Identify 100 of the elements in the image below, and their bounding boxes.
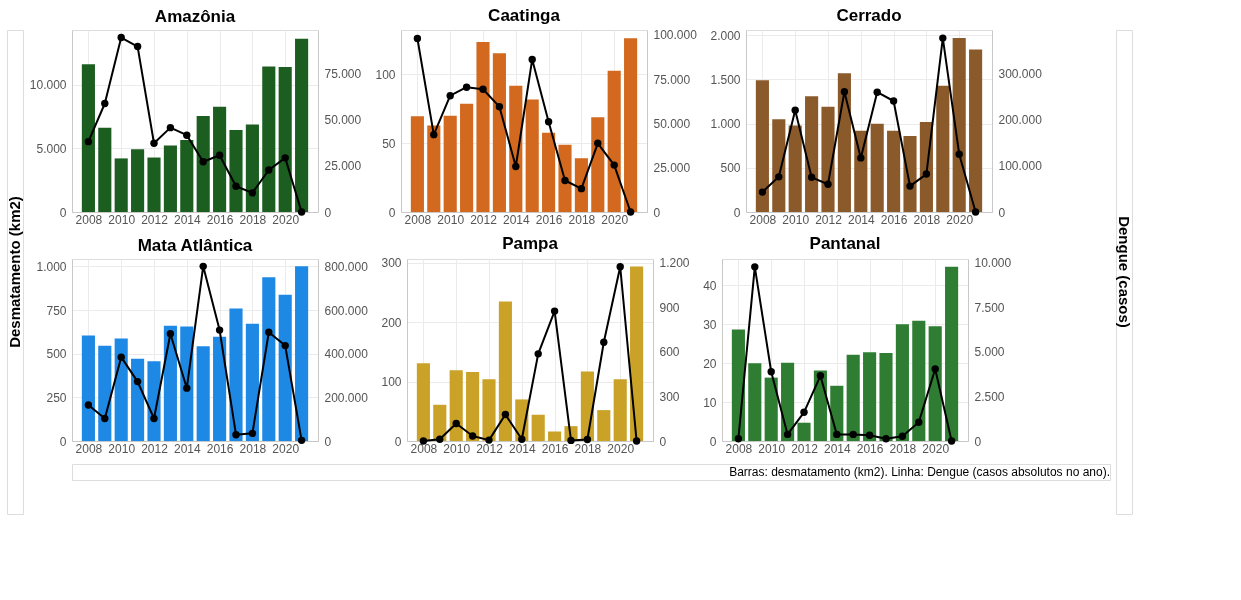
point — [849, 430, 857, 439]
bar — [81, 335, 95, 441]
point — [922, 170, 931, 178]
bar — [498, 301, 512, 441]
y-tick-label: 50 — [382, 136, 396, 151]
y-tick-label: 250 — [46, 390, 67, 405]
x-tick-label: 2018 — [574, 441, 602, 456]
x-tick-label: 2020 — [601, 212, 629, 227]
point — [824, 180, 832, 188]
bar — [213, 106, 227, 212]
bar — [229, 308, 243, 441]
x-tick-label: 2020 — [272, 212, 300, 227]
point — [610, 161, 618, 169]
bar — [797, 422, 811, 441]
point — [751, 263, 759, 271]
bar — [936, 85, 950, 212]
point — [882, 434, 890, 443]
y2-tick-label: 600 — [659, 345, 680, 360]
x-tick-label: 2020 — [946, 212, 974, 227]
bar — [887, 130, 901, 212]
y2-tick-label: 0 — [324, 205, 332, 220]
y-tick-label: 40 — [703, 278, 717, 293]
point — [632, 437, 641, 445]
point — [84, 401, 93, 409]
bar — [928, 326, 942, 441]
point — [436, 435, 444, 443]
y-tick-label: 2.000 — [710, 28, 741, 43]
x-tick-label: 2014 — [847, 212, 875, 227]
bar — [624, 38, 638, 212]
y2-axis-title: Dengue (casos) — [1116, 216, 1133, 328]
bar — [163, 145, 177, 212]
point — [518, 435, 526, 443]
y-tick-label: 20 — [703, 356, 717, 371]
point — [199, 262, 207, 271]
bar — [837, 73, 851, 212]
bar — [912, 320, 926, 441]
y-tick-label: 200 — [381, 315, 402, 330]
y2-tick-label: 0 — [653, 205, 661, 220]
point — [865, 431, 874, 439]
bar — [196, 346, 210, 441]
x-tick-label: 2020 — [272, 441, 300, 456]
y2-tick-label: 75.000 — [324, 67, 362, 82]
x-tick-label: 2014 — [508, 441, 536, 456]
y2-tick-label: 0 — [324, 434, 332, 449]
point — [248, 189, 257, 197]
bar — [476, 42, 490, 212]
point — [150, 414, 158, 423]
point — [583, 435, 592, 444]
x-tick-label: 2016 — [206, 212, 234, 227]
y-tick-label: 300 — [381, 256, 402, 271]
point — [281, 341, 289, 350]
y-tick-label: 1.000 — [710, 117, 741, 132]
y-tick-label: 500 — [46, 347, 67, 362]
bar — [278, 67, 292, 212]
bar — [613, 379, 627, 441]
y2-tick-label: 10.000 — [974, 256, 1012, 271]
bar — [427, 125, 441, 212]
point — [117, 353, 125, 361]
point — [758, 188, 767, 196]
y2-tick-label: 600.000 — [324, 303, 369, 318]
point — [783, 430, 792, 439]
x-tick-label: 2012 — [470, 212, 498, 227]
point — [567, 436, 575, 445]
y2-tick-label: 25.000 — [324, 159, 362, 174]
x-tick-label: 2008 — [725, 441, 753, 456]
bar — [295, 266, 309, 441]
y2-tick-label: 900 — [659, 300, 680, 315]
bar — [213, 336, 227, 441]
y2-tick-label: 100.000 — [653, 28, 698, 43]
x-tick-label: 2016 — [856, 441, 884, 456]
bar — [114, 158, 128, 212]
y-tick-label: 100 — [375, 67, 396, 82]
chart-title: Amazônia — [154, 7, 236, 26]
bar — [180, 140, 194, 212]
text: Barras: desmatamento (km2). Linha: Dengue (casos absolutos no ano). — [729, 465, 1110, 479]
y2-tick-label: 5.000 — [974, 345, 1005, 360]
y2-tick-label: 100.000 — [998, 159, 1043, 174]
point — [248, 429, 257, 438]
bar — [630, 266, 644, 441]
point — [889, 97, 898, 105]
point — [468, 432, 477, 440]
point — [452, 419, 460, 428]
bar — [863, 352, 877, 441]
point — [101, 99, 109, 108]
bar — [945, 266, 959, 441]
y2-tick-label: 300 — [659, 389, 680, 404]
point — [577, 184, 586, 193]
bar — [410, 116, 424, 212]
chart-title: Caatinga — [488, 5, 561, 25]
point — [857, 154, 865, 162]
x-tick-label: 2018 — [913, 212, 941, 227]
x-tick-label: 2010 — [782, 212, 810, 227]
point — [807, 173, 816, 182]
x-tick-label: 2020 — [607, 441, 635, 456]
bar — [969, 49, 983, 212]
point — [534, 350, 542, 358]
point — [133, 377, 142, 386]
point — [955, 150, 963, 158]
x-tick-label: 2008 — [410, 441, 438, 456]
bar — [114, 338, 128, 441]
